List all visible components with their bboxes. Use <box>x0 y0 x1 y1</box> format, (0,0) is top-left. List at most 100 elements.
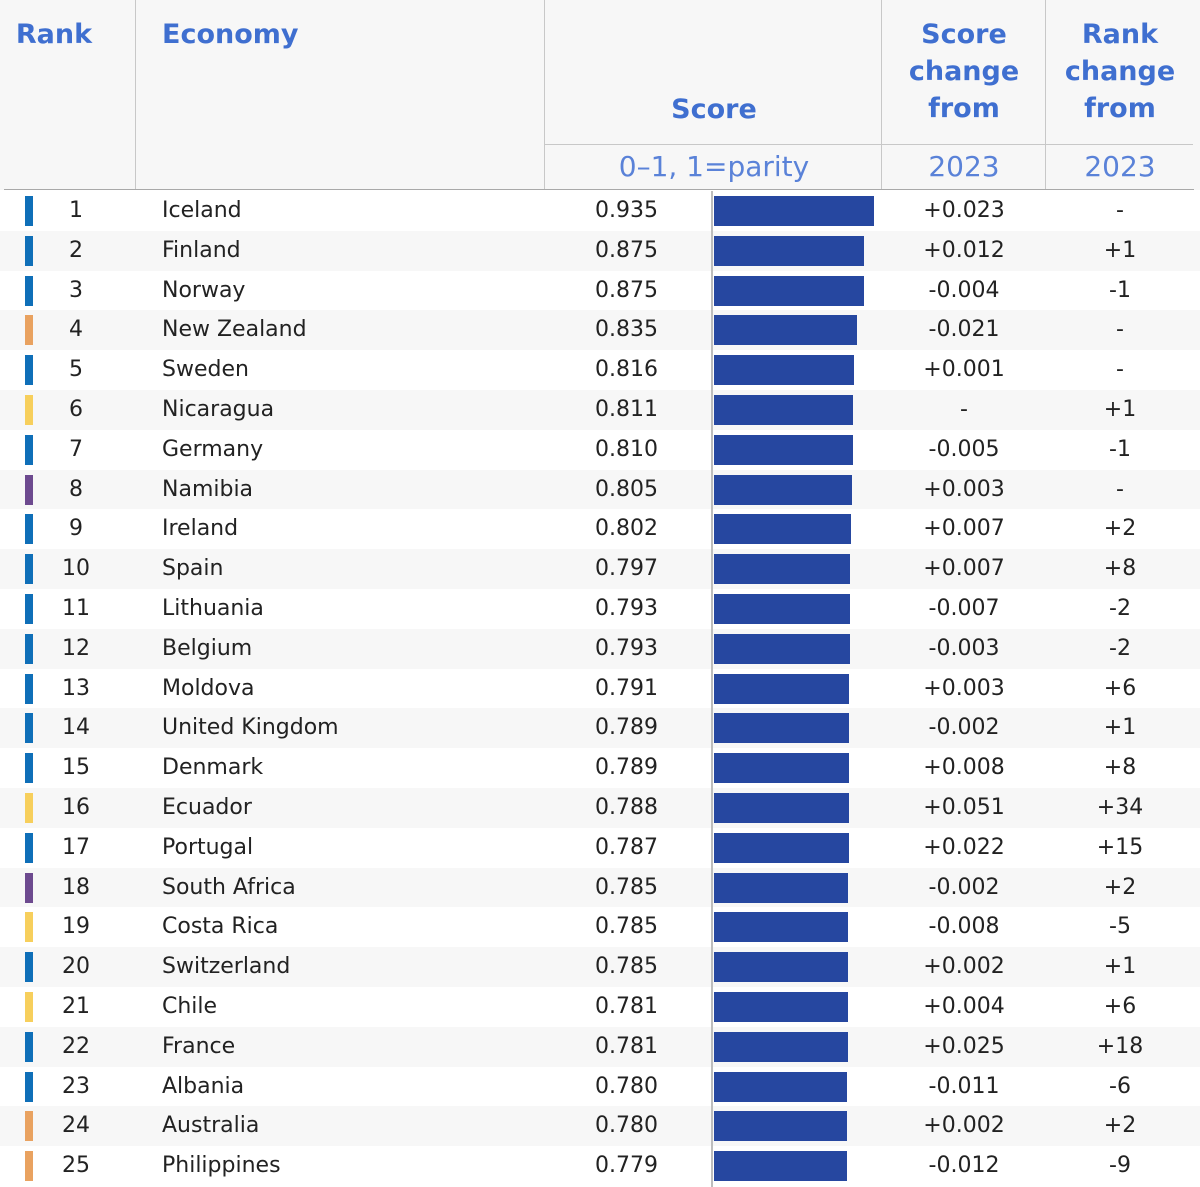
table-row: 20 Switzerland 0.785 +0.002 +1 <box>0 947 1200 987</box>
rank-change-header-line2: change <box>1064 56 1176 87</box>
rank-cell: 1 <box>69 198 83 223</box>
table-row: 17 Portugal 0.787 +0.022 +15 <box>0 828 1200 868</box>
rank-cell: 8 <box>69 476 83 502</box>
economy-cell: Moldova <box>162 675 255 701</box>
table-row: 13 Moldova 0.791 +0.003 +6 <box>0 669 1200 709</box>
score-cell: 0.789 <box>595 755 658 781</box>
score-change-cell: -0.011 <box>928 1073 1000 1099</box>
table-row: 21 Chile 0.781 +0.004 +6 <box>0 987 1200 1027</box>
score-cell: 0.793 <box>595 635 658 661</box>
economy-cell: Ecuador <box>162 795 252 820</box>
score-bar <box>714 1111 848 1142</box>
rank-change-cell: +2 <box>1103 874 1137 900</box>
table-row: 10 Spain 0.797 +0.007 +8 <box>0 549 1200 589</box>
economy-cell: Belgium <box>162 635 253 661</box>
score-change-header-line2: change <box>908 56 1020 87</box>
rank-change-cell: -9 <box>1109 1153 1131 1179</box>
score-change-cell: +0.022 <box>923 834 1005 860</box>
rank-cell: 12 <box>62 635 90 661</box>
economy-cell: United Kingdom <box>162 715 339 741</box>
region-marker <box>25 1031 33 1062</box>
score-cell: 0.816 <box>595 357 658 383</box>
rank-cell: 24 <box>62 1113 90 1139</box>
rank-cell: 7 <box>69 436 83 462</box>
table-row: 7 Germany 0.810 -0.005 -1 <box>0 430 1200 470</box>
score-cell: 0.785 <box>595 954 658 980</box>
economy-cell: Namibia <box>162 476 254 502</box>
score-change-cell: - <box>960 397 968 422</box>
score-bar <box>714 992 848 1022</box>
score-change-cell: -0.005 <box>928 436 1000 462</box>
region-marker <box>25 1071 33 1102</box>
table-row: 19 Costa Rica 0.785 -0.008 -5 <box>0 907 1200 947</box>
score-change-cell: +0.003 <box>923 675 1005 701</box>
rank-change-cell: +8 <box>1103 755 1137 781</box>
score-change-cell: +0.001 <box>923 357 1005 383</box>
economy-cell: New Zealand <box>162 317 307 343</box>
rank-change-cell: +1 <box>1103 397 1137 422</box>
rank-cell: 25 <box>62 1153 90 1179</box>
region-marker <box>25 594 33 624</box>
economy-cell: Germany <box>162 436 264 462</box>
rank-change-year: 2023 <box>1084 150 1156 183</box>
economy-cell: Ireland <box>162 516 239 542</box>
rank-change-cell: -6 <box>1109 1073 1131 1099</box>
score-change-cell: -0.002 <box>928 874 1000 900</box>
score-cell: 0.787 <box>595 834 658 860</box>
table-row: 16 Ecuador 0.788 +0.051 +34 <box>0 788 1200 828</box>
rank-change-header-line3: from <box>1084 93 1156 124</box>
region-marker <box>25 952 33 983</box>
score-bar <box>714 594 850 624</box>
region-marker <box>25 832 33 863</box>
region-marker <box>25 315 33 346</box>
table-row: 3 Norway 0.875 -0.004 -1 <box>0 271 1200 311</box>
economy-cell: Lithuania <box>162 596 264 621</box>
score-bar <box>714 872 849 903</box>
score-change-cell: +0.004 <box>923 994 1005 1019</box>
region-marker <box>25 1111 33 1142</box>
score-bar <box>714 355 854 386</box>
score-cell: 0.811 <box>595 397 658 422</box>
rank-change-cell: -1 <box>1109 436 1131 462</box>
rank-cell: 19 <box>62 914 90 940</box>
economy-cell: Nicaragua <box>162 397 275 422</box>
table-row: 9 Ireland 0.802 +0.007 +2 <box>0 509 1200 549</box>
score-bar <box>714 315 857 346</box>
score-cell: 0.789 <box>595 715 658 741</box>
economy-cell: Spain <box>162 556 224 582</box>
score-cell: 0.797 <box>595 556 658 582</box>
score-cell: 0.805 <box>595 476 658 502</box>
score-cell: 0.935 <box>595 198 658 223</box>
score-bar <box>714 275 864 306</box>
rank-change-cell: -2 <box>1109 635 1131 661</box>
score-bar <box>714 952 849 983</box>
score-bar <box>714 793 849 823</box>
rank-change-cell: +18 <box>1096 1033 1144 1059</box>
economy-cell: Costa Rica <box>162 914 279 940</box>
economy-cell: France <box>162 1033 236 1059</box>
score-bar <box>714 832 849 863</box>
region-marker <box>25 474 33 505</box>
score-bar <box>714 196 874 226</box>
rank-change-cell: +6 <box>1103 675 1137 701</box>
score-bar <box>714 673 850 704</box>
score-cell: 0.781 <box>595 1033 658 1059</box>
rank-change-cell: - <box>1116 476 1124 502</box>
rank-change-cell: +1 <box>1103 954 1137 980</box>
divider-score-change <box>881 0 882 190</box>
economy-header: Economy <box>162 19 299 50</box>
score-change-cell: +0.002 <box>923 1113 1005 1139</box>
economy-cell: Switzerland <box>162 954 291 980</box>
score-change-year: 2023 <box>928 150 1000 183</box>
table-row: 5 Sweden 0.816 +0.001 - <box>0 350 1200 390</box>
score-cell: 0.791 <box>595 675 658 701</box>
score-change-cell: +0.007 <box>923 516 1005 542</box>
region-marker <box>25 793 33 823</box>
region-marker <box>25 713 33 744</box>
region-marker <box>25 912 33 943</box>
table-row: 18 South Africa 0.785 -0.002 +2 <box>0 867 1200 908</box>
score-bar <box>714 1151 848 1182</box>
rank-cell: 10 <box>62 556 90 582</box>
score-cell: 0.780 <box>595 1073 658 1099</box>
table-row: 6 Nicaragua 0.811 - +1 <box>0 390 1200 430</box>
